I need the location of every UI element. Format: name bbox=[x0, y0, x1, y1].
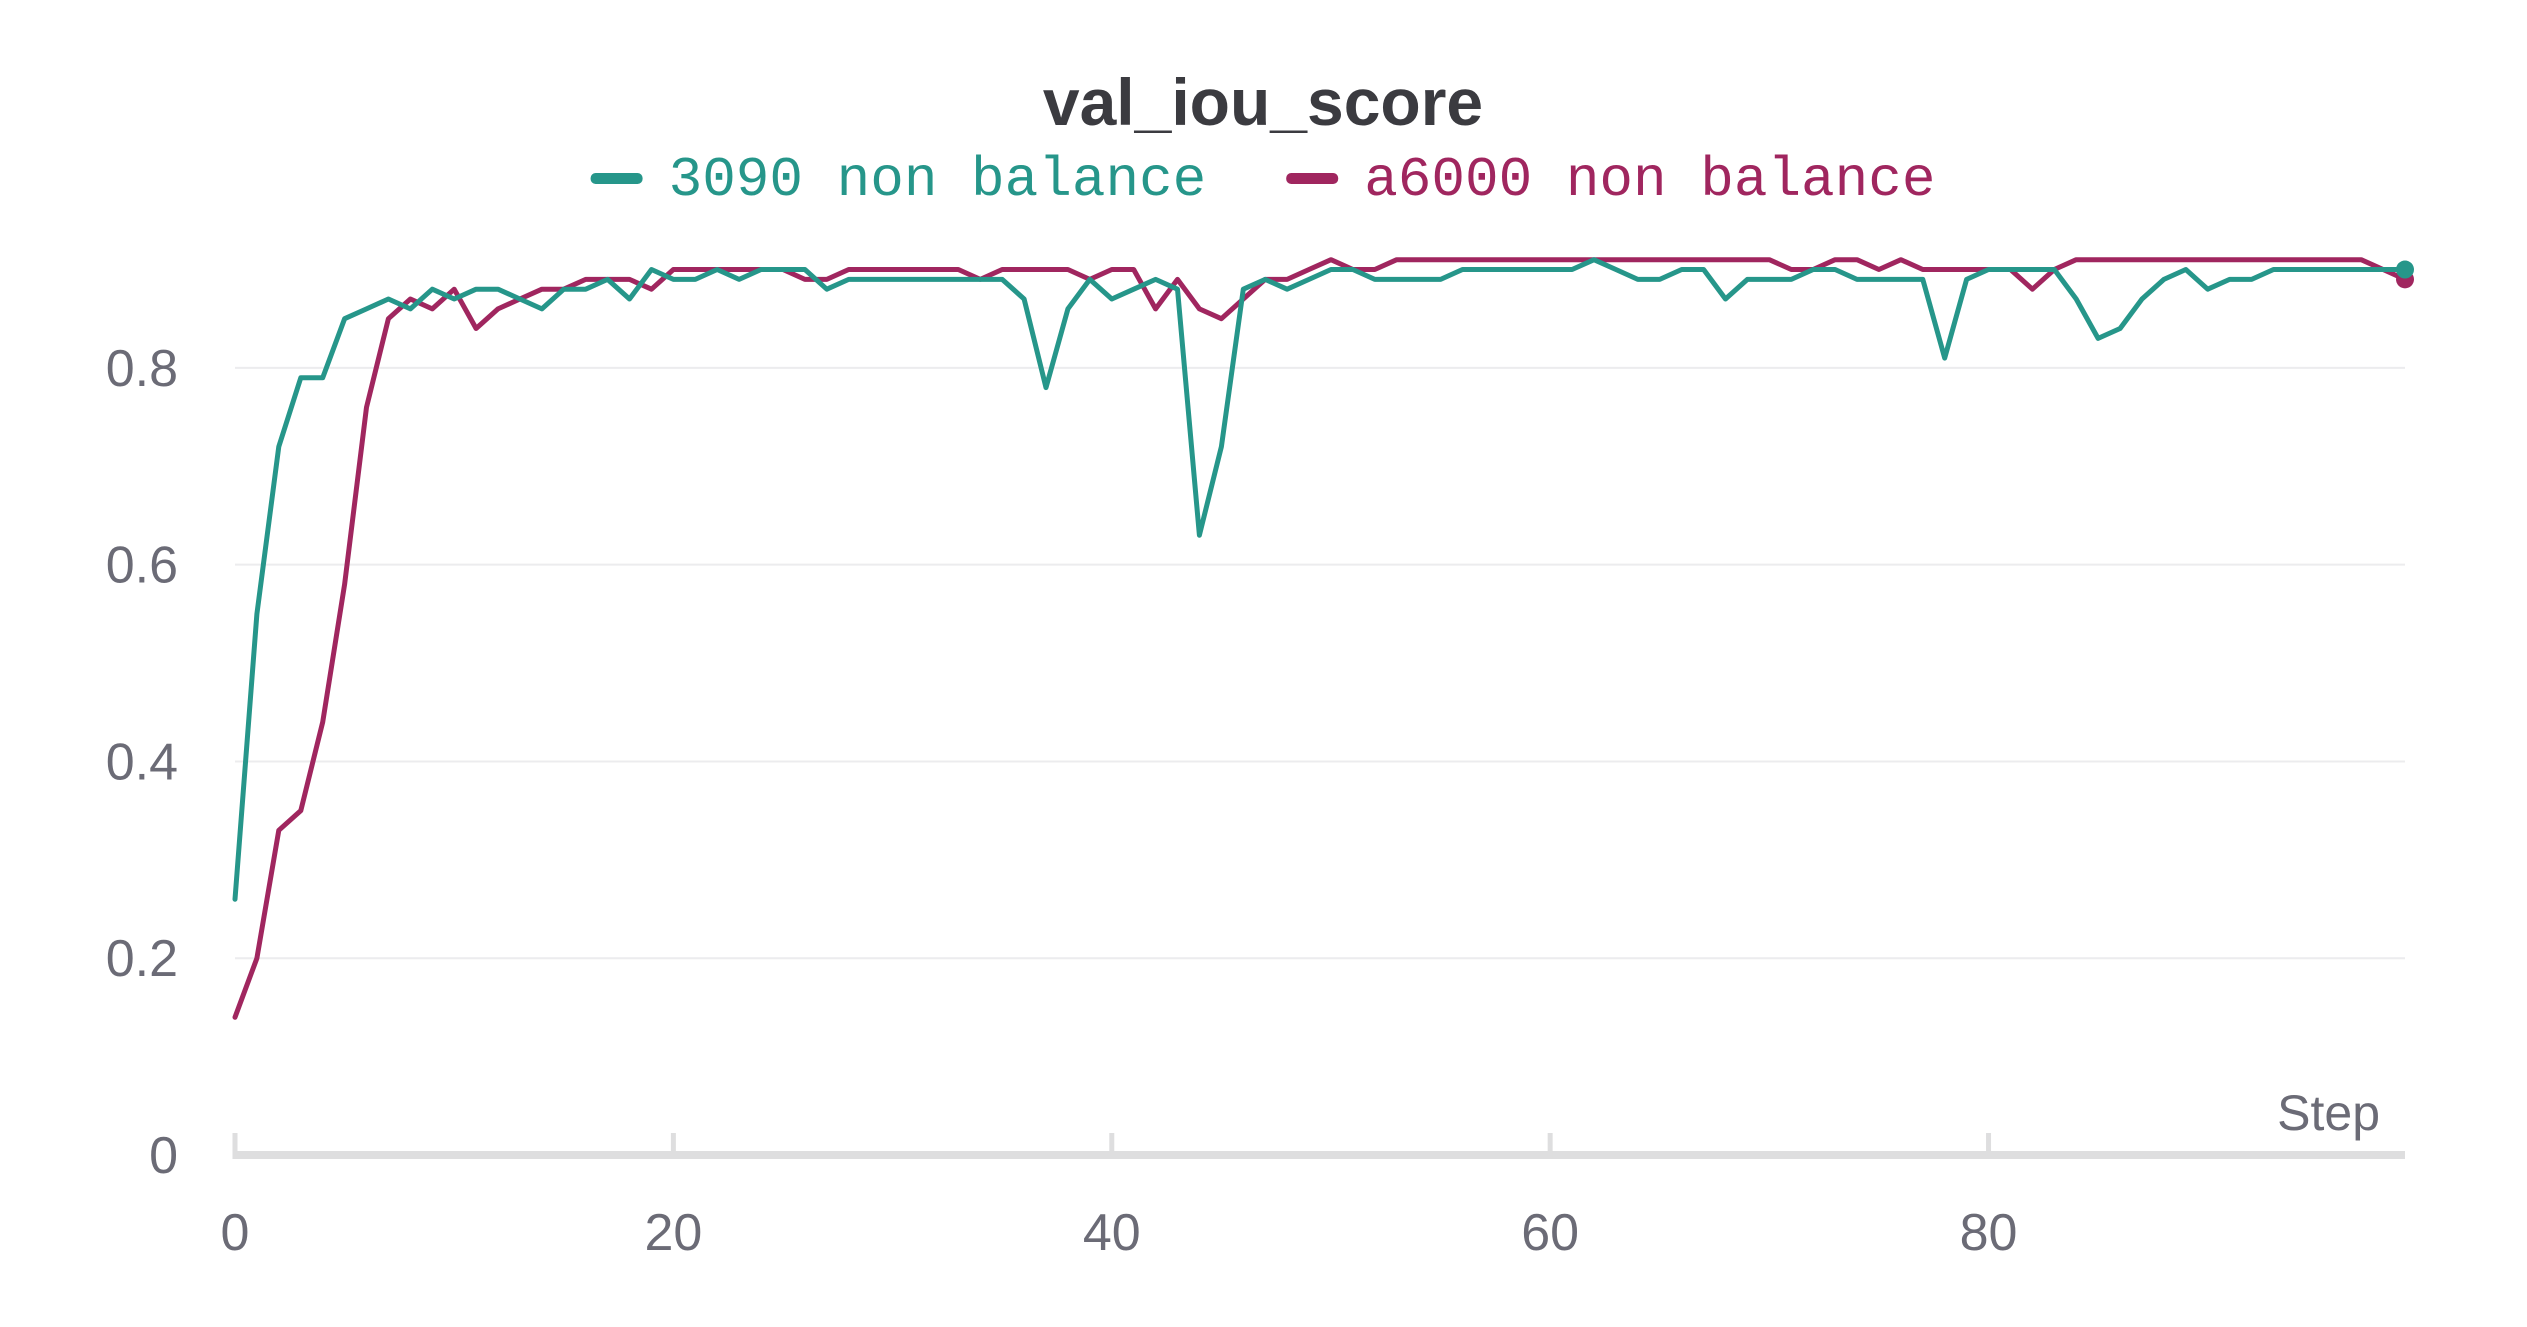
x-tick-label: 20 bbox=[644, 1204, 702, 1262]
legend: 3090 non balance a6000 non balance bbox=[590, 148, 1935, 212]
grid-lines bbox=[235, 366, 2405, 960]
y-tick-label: 0.4 bbox=[106, 733, 178, 791]
x-tick-label: 40 bbox=[1083, 1204, 1141, 1262]
y-tick-label: 0.2 bbox=[106, 930, 178, 988]
y-tick-label: 0.8 bbox=[106, 340, 178, 398]
legend-swatch bbox=[590, 173, 643, 184]
series-end-point bbox=[2396, 260, 2414, 279]
x-axis-label: Step bbox=[2277, 1085, 2380, 1141]
y-tick-label: 0 bbox=[149, 1127, 178, 1185]
series-line bbox=[232, 257, 2408, 902]
x-tick-label: 60 bbox=[1521, 1204, 1579, 1262]
legend-label: a6000 non balance bbox=[1364, 148, 1935, 212]
series-lines bbox=[232, 257, 2414, 1020]
x-tick-label: 80 bbox=[1960, 1204, 2018, 1262]
x-tick-label: 0 bbox=[221, 1204, 250, 1262]
chart-title: val_iou_score bbox=[1043, 65, 1483, 139]
legend-swatch bbox=[1286, 173, 1339, 184]
series-line bbox=[232, 257, 2408, 1020]
y-tick-label: 0.6 bbox=[106, 537, 178, 595]
x-axis bbox=[232, 1133, 2405, 1159]
legend-label: 3090 non balance bbox=[669, 148, 1207, 212]
tick-labels: 0 0.2 0.4 0.6 0.8 0 20 40 60 80 bbox=[106, 340, 2018, 1262]
